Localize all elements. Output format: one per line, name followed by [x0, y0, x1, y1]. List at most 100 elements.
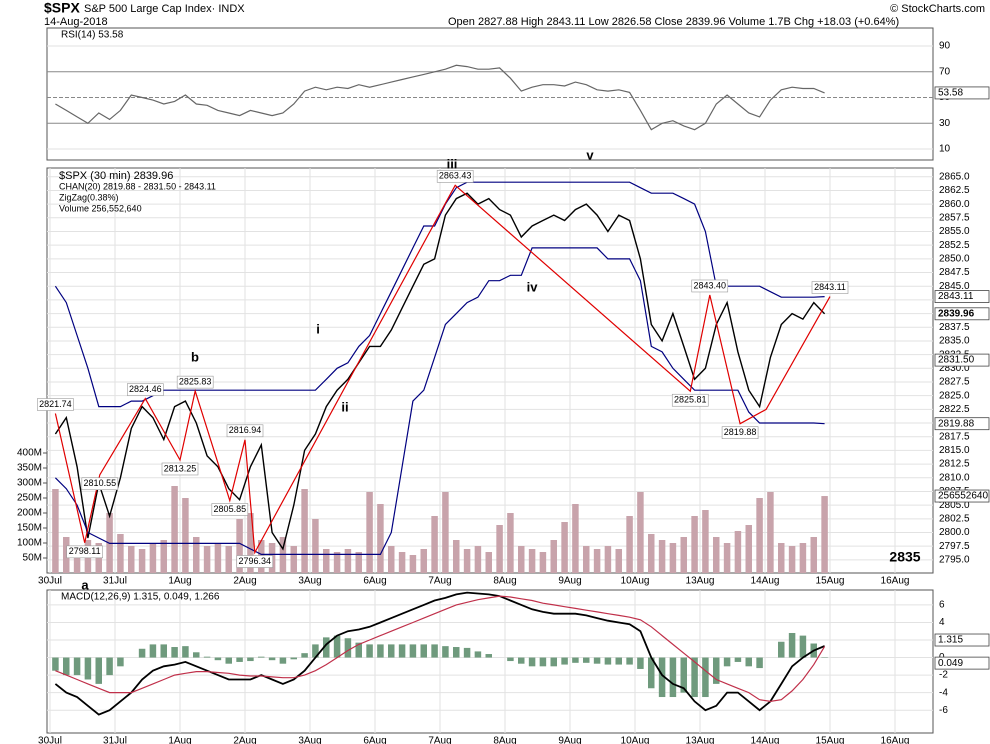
y-tick-label: 30: [939, 118, 951, 129]
volume-bar: [561, 522, 568, 573]
volume-bar: [149, 543, 157, 573]
volume-bar: [604, 546, 612, 573]
value-box: [934, 86, 990, 100]
value-box: [934, 633, 990, 647]
volume-bar: [702, 510, 709, 573]
volume-bar: [355, 552, 362, 573]
quote: Open 2827.88 High 2843.11 Low 2826.58 Cl…: [448, 16, 899, 28]
macd-histogram-bar: [344, 638, 352, 658]
volume-bar: [691, 516, 698, 573]
y-tick-label: 2810.0: [939, 472, 970, 483]
wave-label: b: [191, 349, 199, 364]
macd-histogram-bar: [149, 644, 157, 658]
pivot-box: [721, 426, 759, 439]
pivot-label: 2843.11: [814, 282, 846, 292]
macd-histogram-bar: [528, 657, 536, 667]
macd-histogram-bar: [160, 644, 167, 658]
macd-histogram-bar: [680, 657, 687, 693]
x-tick-label: 15Aug: [816, 736, 845, 744]
volume-bar: [810, 537, 817, 573]
volume-bar: [117, 534, 124, 573]
y-tick-label: 2862.5: [939, 185, 970, 196]
x-tick-label: 9Aug: [558, 736, 581, 744]
x-tick-label: 1Aug: [168, 736, 191, 744]
macd-histogram-bar: [702, 657, 709, 698]
value-box-label: 2843.11: [938, 291, 974, 302]
macd-histogram-bar: [518, 657, 525, 664]
pivot-label: 2843.40: [693, 280, 726, 290]
zigzag-line: [54, 184, 831, 555]
value-box-label: 256552640: [938, 491, 988, 502]
index-name: S&P 500 Large Cap Index· INDX: [84, 3, 245, 15]
y-tick-label: -6: [939, 705, 948, 716]
volume-bar: [171, 486, 178, 573]
macd-histogram-bar: [453, 647, 460, 658]
macd-histogram-bar: [626, 657, 633, 665]
y-tick-label: 2822.5: [939, 404, 970, 415]
volume-bar: [73, 546, 81, 573]
volume-bar: [63, 537, 70, 573]
volume-bar: [713, 537, 720, 573]
pivot-box: [66, 545, 103, 559]
macd-histogram-bar: [52, 657, 59, 671]
macd-histogram-bar: [756, 657, 763, 669]
volume-bar: [182, 498, 189, 573]
x-tick-label: 2Aug: [233, 576, 256, 587]
macd-histogram-bar: [442, 646, 449, 658]
y-tick-label: 6: [939, 600, 945, 611]
y-tick-label: 2795.0: [939, 555, 970, 566]
volume-bar: [193, 537, 200, 573]
pivot-box: [81, 477, 119, 491]
macd-histogram-bar: [637, 657, 644, 669]
pivot-label: 2825.83: [179, 377, 212, 387]
volume-bar: [507, 513, 514, 573]
volume-bar: [290, 546, 297, 573]
volume-bar: [734, 531, 742, 573]
volume-bar: [377, 504, 384, 573]
legend-entry: CHAN(20) 2819.88 - 2831.50 - 2843.11: [59, 181, 216, 191]
volume-bar: [637, 492, 644, 573]
volume-bar: [463, 549, 471, 573]
y-tick-label: 2852.5: [939, 240, 970, 251]
wave-label: a: [81, 577, 89, 592]
macd-histogram-bar: [377, 644, 384, 658]
macd-histogram-bar: [658, 657, 666, 698]
pivot-label: 2796.34: [238, 556, 271, 566]
y-tick-label: 2825.0: [939, 390, 970, 401]
macd-histogram-bar: [583, 657, 590, 663]
pivot-box: [176, 375, 214, 389]
wave-label: ii: [341, 399, 348, 414]
pivot-label: 2816.94: [229, 425, 262, 435]
volume-bar: [214, 543, 222, 573]
volume-bar: [756, 498, 763, 573]
x-tick-label: 30Jul: [38, 736, 62, 744]
volume-bar: [658, 540, 666, 573]
volume-bar: [409, 555, 417, 573]
x-tick-label: 6Aug: [363, 736, 386, 744]
y-tick-label: 90: [939, 41, 951, 52]
x-tick-label: 14Aug: [751, 576, 780, 587]
volume-bar: [528, 549, 536, 573]
macd-histogram-bar: [734, 657, 742, 662]
x-tick-label: 31Jul: [103, 736, 127, 744]
pivot-label: 2810.55: [84, 478, 117, 488]
macd-histogram-bar: [648, 657, 655, 689]
x-tick-label: 13Aug: [686, 576, 715, 587]
pivot-label: 2805.85: [214, 504, 247, 514]
volume-bar: [778, 543, 785, 573]
x-tick-label: 16Aug: [881, 576, 910, 587]
y-tick-label: 2835.0: [939, 336, 970, 347]
y2-tick-label: 150M: [17, 523, 42, 534]
y-tick-label: 2837.5: [939, 322, 970, 333]
pivot-box: [226, 424, 264, 438]
volume-bar: [301, 489, 308, 573]
volume-bar: [453, 540, 460, 573]
channel-line: [54, 247, 825, 555]
panel: [46, 27, 934, 161]
macd-histogram-bar: [788, 632, 796, 658]
volume-bar: [572, 504, 579, 573]
macd-histogram-bar: [214, 657, 222, 661]
volume-bar: [615, 549, 622, 573]
macd-histogram-bar: [268, 657, 276, 661]
date: 14-Aug-2018: [44, 16, 108, 28]
